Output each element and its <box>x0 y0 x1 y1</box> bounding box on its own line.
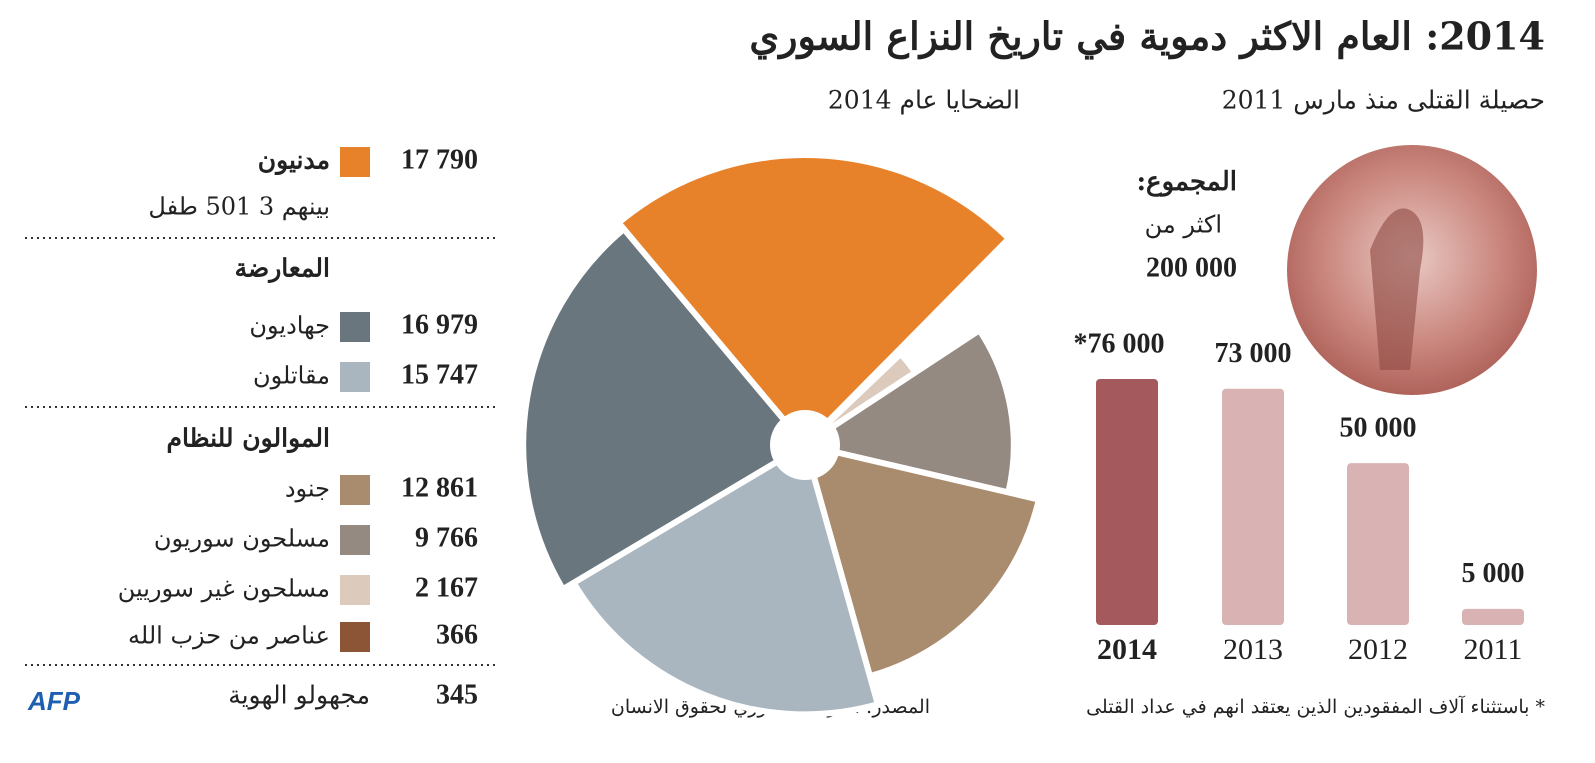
bar-title: حصيلة القتلى منذ مارس 2011 <box>1222 86 1545 116</box>
rose-sector <box>614 152 1013 450</box>
legend-swatch <box>340 575 370 605</box>
bar <box>1347 463 1409 625</box>
legend-value: 345 <box>436 679 478 710</box>
x-tick-label: 2013 <box>1223 633 1283 666</box>
rose-title: الضحايا عام 2014 <box>828 86 1020 115</box>
legend-label: جنود <box>285 475 330 503</box>
legend-swatch <box>340 525 370 555</box>
legend-swatch <box>340 312 370 342</box>
x-tick-label: 2011 <box>1464 633 1523 666</box>
legend-value: 16 979 <box>401 309 478 340</box>
legend-value: 12 861 <box>401 472 478 503</box>
legend-label: مسلحون غير سوريين <box>118 575 330 603</box>
legend-swatch <box>340 147 370 177</box>
legend-swatch <box>340 622 370 652</box>
legend-label: جهاديون <box>249 312 330 340</box>
legend-label: مجهولو الهوية <box>228 681 370 711</box>
bar <box>1096 379 1158 625</box>
logo: AFP <box>27 686 81 716</box>
legend-label: عناصر من حزب الله <box>128 622 330 650</box>
bar <box>1462 608 1524 625</box>
total-prefix: اكثر من <box>1145 211 1222 239</box>
legend-label: مسلحون سوريون <box>154 525 330 553</box>
bar-value-label: 5 000 <box>1462 558 1525 589</box>
group-heading: الموالون للنظام <box>166 424 330 454</box>
legend-label: مقاتلون <box>253 362 330 390</box>
rose-hole <box>770 410 840 480</box>
legend-value: 17 790 <box>401 144 478 175</box>
legend-label: مدنيون <box>258 146 330 176</box>
legend-value: 15 747 <box>401 359 478 390</box>
legend-swatch <box>340 475 370 505</box>
rose-sector <box>569 440 882 718</box>
photo-figure <box>1370 208 1424 370</box>
group-heading: المعارضة <box>235 254 330 284</box>
total-value: 200 000 <box>1146 252 1237 283</box>
bar-value-label: 50 000 <box>1340 413 1417 444</box>
bar <box>1222 388 1284 625</box>
civilians-note: بينهم 3 501 طفل <box>148 193 330 221</box>
title: 2014: العام الاكثر دموية في تاريخ النزاع… <box>749 14 1545 60</box>
rose-sector <box>520 224 810 594</box>
footnote: * باستثناء آلاف المفقودين الذين يعتقد ان… <box>1086 695 1545 718</box>
bar-value-label: *76 000 <box>1074 328 1165 359</box>
legend-value: 366 <box>436 619 478 650</box>
x-tick-label: 2012 <box>1348 633 1408 666</box>
rose-sector <box>800 440 1043 680</box>
x-tick-label: 2014 <box>1097 633 1157 666</box>
rose-sector <box>797 326 1017 497</box>
total-label: المجموع: <box>1136 167 1237 197</box>
bar-value-label: 73 000 <box>1215 338 1292 369</box>
legend-swatch <box>340 362 370 392</box>
legend-value: 9 766 <box>415 522 478 553</box>
legend-value: 2 167 <box>415 572 478 603</box>
